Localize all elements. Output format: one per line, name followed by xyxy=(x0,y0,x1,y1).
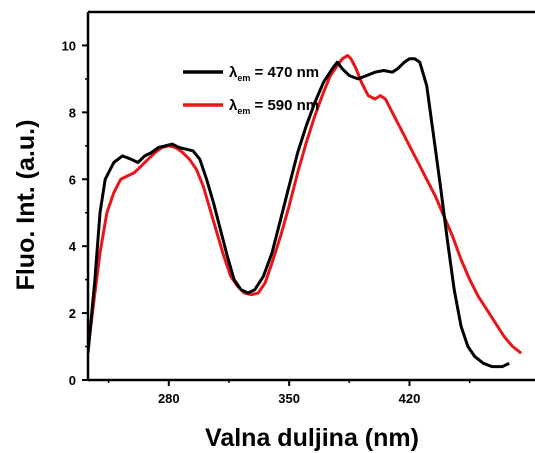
plot-area xyxy=(86,10,535,382)
x-tick-label: 280 xyxy=(158,391,180,406)
y-tick-label: 6 xyxy=(69,172,76,187)
series-line-1 xyxy=(88,57,510,369)
series-line-2 xyxy=(88,54,523,355)
legend-label-2: λem = 590 nm xyxy=(229,97,319,116)
y-tick-label: 10 xyxy=(62,38,76,53)
y-axis-title: Fluo. Int. (a.u.) xyxy=(12,120,40,291)
y-tick-label: 0 xyxy=(69,373,76,388)
y-tick-label: 4 xyxy=(69,239,77,254)
x-axis-title: Valna duljina (nm) xyxy=(205,424,419,452)
axis-ticks: 0 2 4 6 8 10 280 350 420 xyxy=(62,38,471,406)
y-tick-label: 8 xyxy=(69,105,76,120)
x-tick-label: 350 xyxy=(278,391,300,406)
x-tick-label: 420 xyxy=(399,391,421,406)
y-tick-label: 2 xyxy=(69,306,76,321)
legend: λem = 470 nm λem = 590 nm xyxy=(183,64,319,116)
legend-label-1: λem = 470 nm xyxy=(229,64,319,83)
